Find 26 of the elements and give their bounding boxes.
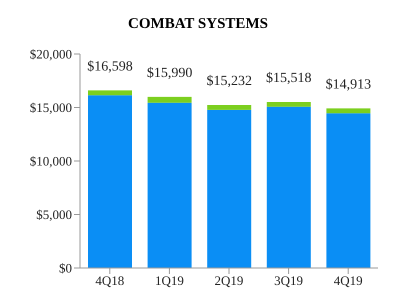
- y-tick-label: $20,000: [30, 46, 72, 62]
- total-label: $15,990: [146, 66, 192, 81]
- y-tick-label: $5,000: [36, 207, 72, 222]
- bar: [207, 105, 252, 110]
- y-tick-label: $15,000: [30, 100, 72, 116]
- bar: [326, 108, 370, 114]
- bar: [266, 102, 311, 107]
- chart-title: COMBAT SYSTEMS: [127, 16, 269, 34]
- bar: [266, 106, 311, 268]
- total-label: $14,913: [326, 77, 372, 92]
- x-tick-label: 1Q19: [154, 273, 184, 288]
- x-tick-label: 3Q19: [274, 273, 304, 288]
- bar: [88, 95, 132, 268]
- y-tick-label: $10,000: [30, 154, 72, 169]
- x-tick-label: 4Q19: [334, 273, 363, 288]
- y-tick-label: $0: [59, 260, 72, 276]
- bar: [148, 96, 192, 103]
- x-tick-label: 4Q18: [95, 273, 124, 288]
- bar: [326, 113, 370, 268]
- x-tick-label: 2Q19: [214, 273, 244, 288]
- total-label: $15,232: [206, 74, 252, 90]
- bar: [148, 102, 192, 268]
- bar: [88, 90, 132, 96]
- total-label: $16,598: [87, 59, 133, 74]
- total-label: $15,518: [266, 70, 312, 86]
- bar: [207, 110, 252, 268]
